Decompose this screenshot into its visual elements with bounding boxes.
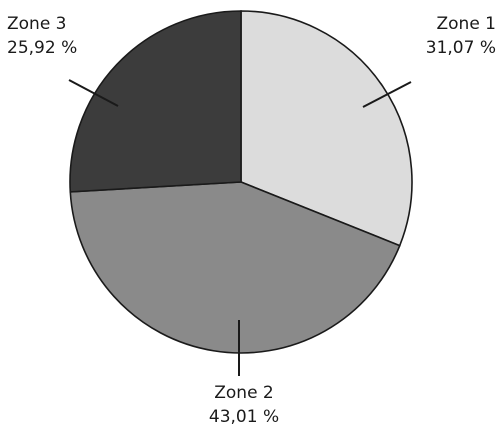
leader-line-1 xyxy=(362,81,412,108)
slice-value-label-2: 43,01 % xyxy=(209,407,279,427)
pie-slice-1 xyxy=(240,10,413,247)
slice-label-2: Zone 2 xyxy=(214,383,274,403)
slice-value-label-1: 31,07 % xyxy=(426,38,496,58)
leader-line-3 xyxy=(68,79,119,107)
slice-label-3: Zone 3 xyxy=(7,14,67,34)
slice-labels: Zone 1 31,07 % Zone 2 43,01 % Zone 3 25,92 % xyxy=(7,14,496,427)
leader-lines xyxy=(68,79,412,376)
slice-label-1: Zone 1 xyxy=(437,14,497,34)
pie-slice-2 xyxy=(69,181,401,354)
slice-value-label-3: 25,92 % xyxy=(7,38,77,58)
pie-slice-3 xyxy=(69,10,242,193)
pie-slices xyxy=(69,10,413,354)
